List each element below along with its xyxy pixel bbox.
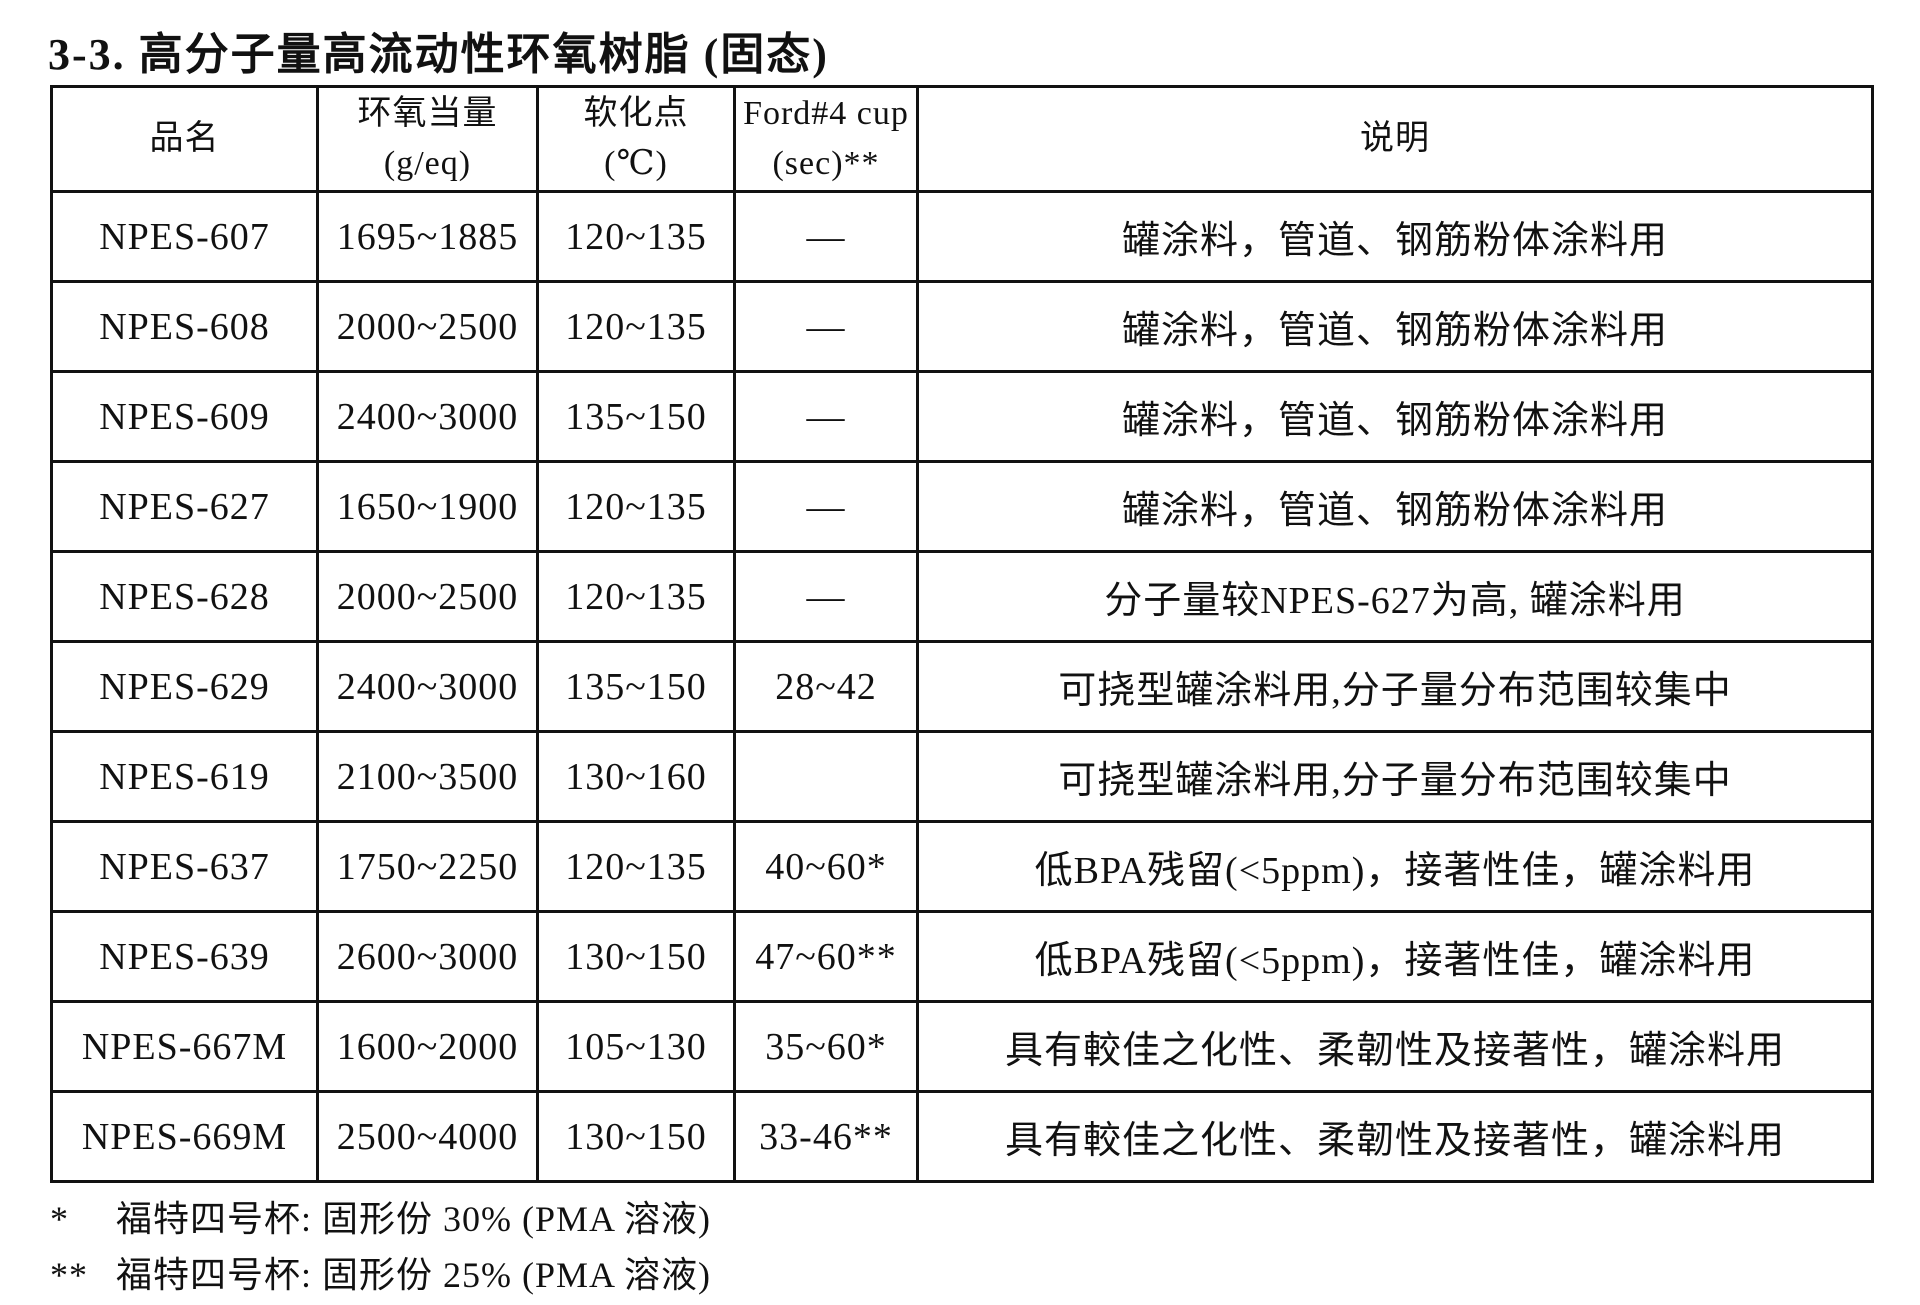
header-cell: 环氧当量 (g/eq) xyxy=(316,85,539,193)
header-line: Ford#4 cup xyxy=(743,95,909,132)
table-cell: — xyxy=(733,550,919,643)
table-cell: — xyxy=(733,190,919,283)
table-row: NPES-667M 1600~2000 105~130 35~60* 具有較佳之化性、柔… xyxy=(50,1000,1874,1093)
table-cell: NPES-667M xyxy=(50,1000,319,1093)
table-cell: 1650~1900 xyxy=(316,460,539,553)
footnote-text: 福特四号杯: 固形份 25% (PMA 溶液) xyxy=(116,1255,712,1295)
header-cell: Ford#4 cup (sec)** xyxy=(733,85,919,193)
table-row: NPES-637 1750~2250 120~135 40~60* 低BPA残留(<5p… xyxy=(50,820,1874,913)
table-cell: 2600~3000 xyxy=(316,910,539,1003)
table-row: NPES-609 2400~3000 135~150— 罐涂料，管道、钢筋粉体涂料用 xyxy=(50,370,1874,463)
header-cell: 品名 xyxy=(50,85,319,193)
table-cell: 130~150 xyxy=(536,910,736,1003)
table-cell: 分子量较NPES-627为高, 罐涂料用 xyxy=(916,550,1874,643)
table-cell: 1600~2000 xyxy=(316,1000,539,1093)
header-row: 品名 环氧当量 (g/eq) 软化点 (℃) Ford#4 cup (sec)** 说明 xyxy=(50,85,1874,193)
header-cell: 软化点 (℃) xyxy=(536,85,736,193)
table-cell: 135~150 xyxy=(536,640,736,733)
footnote: ** 福特四号杯: 固形份 25% (PMA 溶液) xyxy=(50,1246,711,1298)
empty-cell xyxy=(733,730,919,823)
table-cell: — xyxy=(733,280,919,373)
table-cell: 40~60* xyxy=(733,820,919,913)
table-cell: 低BPA残留(<5ppm)，接著性佳，罐涂料用 xyxy=(916,910,1874,1003)
table-cell: 120~135 xyxy=(536,280,736,373)
table-cell: NPES-669M xyxy=(50,1090,319,1183)
table-cell: NPES-608 xyxy=(50,280,319,373)
table-cell: 2500~4000 xyxy=(316,1090,539,1183)
table-cell: NPES-609 xyxy=(50,370,319,463)
table-cell: 28~42 xyxy=(733,640,919,733)
footnote-text: 福特四号杯: 固形份 30% (PMA 溶液) xyxy=(116,1199,712,1239)
table-cell: NPES-619 xyxy=(50,730,319,823)
title: 3-3. 高分子量高流动性环氧树脂 (固态) xyxy=(48,30,829,79)
table-cell: NPES-637 xyxy=(50,820,319,913)
table-cell: 具有較佳之化性、柔韌性及接著性，罐涂料用 xyxy=(916,1090,1874,1183)
table-row: NPES-627 1650~1900 120~135— 罐涂料，管道、钢筋粉体涂料用 xyxy=(50,460,1874,553)
table-cell: 2100~3500 xyxy=(316,730,539,823)
table-cell: 2000~2500 xyxy=(316,280,539,373)
table-cell: 可挠型罐涂料用,分子量分布范围较集中 xyxy=(916,640,1874,733)
header-line: 说明 xyxy=(1360,120,1430,157)
header-line: (℃) xyxy=(604,145,668,182)
header-line: 软化点 xyxy=(583,95,689,132)
table-cell: NPES-639 xyxy=(50,910,319,1003)
table-cell: 105~130 xyxy=(536,1000,736,1093)
table-cell: 罐涂料，管道、钢筋粉体涂料用 xyxy=(916,190,1874,283)
table-cell: NPES-627 xyxy=(50,460,319,553)
table-cell: 135~150 xyxy=(536,370,736,463)
table-cell: — xyxy=(733,460,919,553)
footnote-marker: * xyxy=(50,1199,69,1239)
header-line: 环氧当量 xyxy=(357,95,498,132)
table-row: NPES-619 2100~3500 130~160 可挠型罐涂料用,分子量分布范围较… xyxy=(50,730,1874,823)
table-cell: 120~135 xyxy=(536,550,736,643)
table-cell: 120~135 xyxy=(536,190,736,283)
table-cell: 33-46** xyxy=(733,1090,919,1183)
table-cell: 罐涂料，管道、钢筋粉体涂料用 xyxy=(916,280,1874,373)
table-cell: 120~135 xyxy=(536,460,736,553)
table-cell: 35~60* xyxy=(733,1000,919,1093)
table-cell: 罐涂料，管道、钢筋粉体涂料用 xyxy=(916,370,1874,463)
table-row: NPES-639 2600~3000 130~150 47~60** 低BPA残留(<5… xyxy=(50,910,1874,1003)
table-cell: 罐涂料，管道、钢筋粉体涂料用 xyxy=(916,460,1874,553)
table-cell: 2400~3000 xyxy=(316,370,539,463)
product-table: 品名 环氧当量 (g/eq) 软化点 (℃) Ford#4 cup (sec)** 说明 NP… xyxy=(50,85,1874,1183)
table-cell: 可挠型罐涂料用,分子量分布范围较集中 xyxy=(916,730,1874,823)
footnote-marker: ** xyxy=(50,1255,88,1295)
table-cell: NPES-629 xyxy=(50,640,319,733)
header-cell: 说明 xyxy=(916,85,1874,193)
table-row: NPES-629 2400~3000 135~150 28~42 可挠型罐涂料用,分子量… xyxy=(50,640,1874,733)
table-row: NPES-628 2000~2500 120~135— 分子量较NPES-627为高,… xyxy=(50,550,1874,643)
table-cell: 2400~3000 xyxy=(316,640,539,733)
table-cell: NPES-607 xyxy=(50,190,319,283)
table-cell: — xyxy=(733,370,919,463)
table-row: NPES-669M 2500~4000 130~150 33-46** 具有較佳之化性、… xyxy=(50,1090,1874,1183)
table-cell: 130~160 xyxy=(536,730,736,823)
table-cell: 低BPA残留(<5ppm)，接著性佳，罐涂料用 xyxy=(916,820,1874,913)
table-row: NPES-607 1695~1885 120~135— 罐涂料，管道、钢筋粉体涂料用 xyxy=(50,190,1874,283)
table-cell: 2000~2500 xyxy=(316,550,539,643)
table-cell: 130~150 xyxy=(536,1090,736,1183)
table-cell: 120~135 xyxy=(536,820,736,913)
table-cell: 1750~2250 xyxy=(316,820,539,913)
footnote: * 福特四号杯: 固形份 30% (PMA 溶液) xyxy=(50,1190,711,1242)
header-line: (g/eq) xyxy=(383,145,472,182)
table-cell: 具有較佳之化性、柔韌性及接著性，罐涂料用 xyxy=(916,1000,1874,1093)
header-line: (sec)** xyxy=(772,145,880,182)
table-cell: 47~60** xyxy=(733,910,919,1003)
header-line: 品名 xyxy=(149,120,220,157)
table-cell: NPES-628 xyxy=(50,550,319,643)
table-body: NPES-607 1695~1885 120~135— 罐涂料，管道、钢筋粉体涂料用 N… xyxy=(50,190,1874,1183)
table-row: NPES-608 2000~2500 120~135— 罐涂料，管道、钢筋粉体涂料用 xyxy=(50,280,1874,373)
table-cell: 1695~1885 xyxy=(316,190,539,283)
